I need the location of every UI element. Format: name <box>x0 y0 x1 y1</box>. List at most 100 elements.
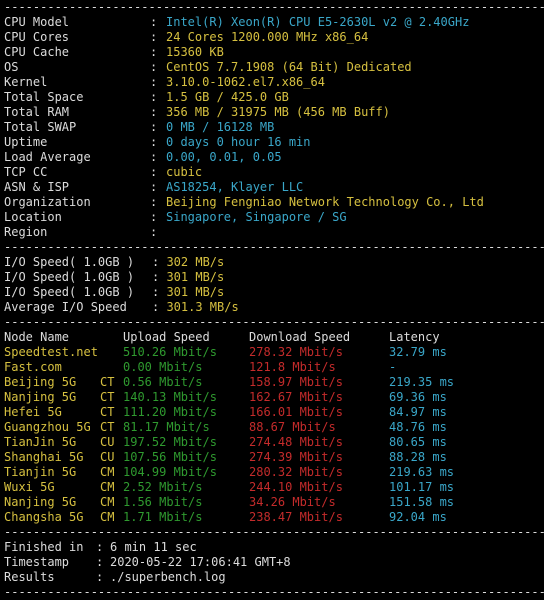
download-speed: 238.47 Mbit/s <box>249 510 343 524</box>
colon-separator: : <box>152 270 167 284</box>
system-info-row: Region: <box>4 225 544 240</box>
system-info-label: CPU Cache <box>4 45 70 59</box>
system-info-row: TCP CC: cubic <box>4 165 544 180</box>
system-info-row: CPU Model: Intel(R) Xeon(R) CPU E5-2630L … <box>4 15 544 30</box>
header-node-name: Node Name <box>4 330 70 344</box>
system-info-row: Organization: Beijing Fengniao Network Te… <box>4 195 544 210</box>
latency-value: 80.65 ms <box>389 435 447 449</box>
system-info-label: CPU Cores <box>4 30 70 44</box>
system-info-row: OS: CentOS 7.7.1908 (64 Bit) Dedicated <box>4 60 544 75</box>
colon-separator: : <box>150 180 158 194</box>
colon-separator: : <box>150 30 158 44</box>
io-speed-value: 302 MB/s <box>166 255 225 269</box>
latency-value: 69.36 ms <box>389 390 447 404</box>
system-info-row: Total RAM:356 MB / 31975 MB (456 MB Buff… <box>4 105 544 120</box>
upload-speed: 0.00 Mbit/s <box>123 360 203 374</box>
system-info-value: 24 Cores 1200.000 MHz x86_64 <box>166 30 369 44</box>
io-speed-value: 301.3 MB/s <box>166 300 239 314</box>
system-info-label: Kernel <box>4 75 48 89</box>
latency-value: 88.28 ms <box>389 450 447 464</box>
upload-speed: 0.56 Mbit/s <box>123 375 203 389</box>
io-speed-value: 301 MB/s <box>166 285 225 299</box>
io-speed-row: Average I/O Speed: 301.3 MB/s <box>4 300 544 315</box>
node-isp: CM <box>100 510 115 524</box>
latency-value: 48.76 ms <box>389 420 447 434</box>
system-info-label: CPU Model <box>4 15 70 29</box>
node-isp: CT <box>100 420 115 434</box>
table-row: Guangzhou 5G CT 81.17 Mbit/s 88.67 Mbit/s 48… <box>4 420 544 435</box>
node-name: Hefei 5G <box>4 405 62 419</box>
table-row: Nanjing 5G CM 1.56 Mbit/s 34.26 Mbit/s 151.5… <box>4 495 544 510</box>
node-name: Guangzhou 5G <box>4 420 91 434</box>
system-info-row: Location: Singapore, Singapore / SG <box>4 210 544 225</box>
table-row: Speedtest.net 510.26 Mbit/s 278.32 Mbit/s 3… <box>4 345 544 360</box>
node-name: Wuxi 5G <box>4 480 55 494</box>
separator-line: ----------------------------------------… <box>4 0 544 14</box>
system-info-label: Location <box>4 210 62 224</box>
io-speed-label: I/O Speed( 1.0GB ) <box>4 270 135 284</box>
node-isp: CU <box>100 450 115 464</box>
download-speed: 34.26 Mbit/s <box>249 495 336 509</box>
colon-separator: : <box>150 210 158 224</box>
system-info-value: CentOS 7.7.1908 (64 Bit) Dedicated <box>166 60 412 74</box>
io-speed-label: I/O Speed( 1.0GB ) <box>4 285 135 299</box>
system-info-row: Load Average:0.00, 0.01, 0.05 <box>4 150 544 165</box>
colon-separator: : <box>150 120 158 134</box>
colon-separator: : <box>150 75 158 89</box>
colon-separator: : <box>152 300 167 314</box>
download-speed: 274.39 Mbit/s <box>249 450 343 464</box>
io-speed-value: 301 MB/s <box>166 270 225 284</box>
system-info-row: Uptime:0 days 0 hour 16 min <box>4 135 544 150</box>
node-isp: CM <box>100 465 115 479</box>
colon-separator: : <box>150 105 158 119</box>
summary-value: 6 min 11 sec <box>110 540 197 554</box>
upload-speed: 197.52 Mbit/s <box>123 435 217 449</box>
node-isp: CT <box>100 405 115 419</box>
download-speed: 274.48 Mbit/s <box>249 435 343 449</box>
colon-separator: : <box>96 555 104 569</box>
speed-table: Speedtest.net 510.26 Mbit/s 278.32 Mbit/s 3… <box>4 345 544 525</box>
system-info-label: TCP CC <box>4 165 48 179</box>
node-name: Nanjing 5G <box>4 390 77 404</box>
system-info-label: Load Average <box>4 150 91 164</box>
node-isp: CT <box>100 390 115 404</box>
system-info-value: AS18254, Klayer LLC <box>166 180 304 194</box>
download-speed: 278.32 Mbit/s <box>249 345 343 359</box>
system-info-label: Total RAM <box>4 105 70 119</box>
colon-separator: : <box>150 45 158 59</box>
node-name: TianJin 5G <box>4 435 77 449</box>
header-upload: Upload Speed <box>123 330 210 344</box>
io-speed-label: I/O Speed( 1.0GB ) <box>4 255 135 269</box>
io-speed-row: I/O Speed( 1.0GB ): 301 MB/s <box>4 270 544 285</box>
upload-speed: 1.71 Mbit/s <box>123 510 203 524</box>
system-info-value: 0 days 0 hour 16 min <box>166 135 311 149</box>
system-info-value: Singapore, Singapore / SG <box>166 210 347 224</box>
download-speed: 121.8 Mbit/s <box>249 360 336 374</box>
upload-speed: 2.52 Mbit/s <box>123 480 203 494</box>
upload-speed: 140.13 Mbit/s <box>123 390 217 404</box>
table-row: Wuxi 5G CM 2.52 Mbit/s 244.10 Mbit/s 101.17 … <box>4 480 544 495</box>
download-speed: 244.10 Mbit/s <box>249 480 343 494</box>
download-speed: 88.67 Mbit/s <box>249 420 336 434</box>
summary-section: Finished in:6 min 11 sec Timestamp:2020-0… <box>4 540 544 585</box>
system-info-value: Beijing Fengniao Network Technology Co.,… <box>166 195 484 209</box>
system-info-value: cubic <box>166 165 203 179</box>
colon-separator: : <box>150 195 158 209</box>
colon-separator: : <box>150 150 158 164</box>
system-info-row: ASN & ISP: AS18254, Klayer LLC <box>4 180 544 195</box>
table-row: TianJin 5G CU 197.52 Mbit/s 274.48 Mbit/s 80… <box>4 435 544 450</box>
system-info-value: 1.5 GB / 425.0 GB <box>166 90 289 104</box>
system-info-value: 356 MB / 31975 MB (456 MB Buff) <box>166 105 390 119</box>
table-row: Changsha 5G CM 1.71 Mbit/s 238.47 Mbit/s 92.… <box>4 510 544 525</box>
io-speed-row: I/O Speed( 1.0GB ): 301 MB/s <box>4 285 544 300</box>
latency-value: - <box>389 360 397 374</box>
latency-value: 151.58 ms <box>389 495 455 509</box>
io-speed-section: I/O Speed( 1.0GB ): 302 MB/s I/O Speed( 1… <box>4 255 544 315</box>
node-name: Tianjin 5G <box>4 465 77 479</box>
summary-row: Timestamp:2020-05-22 17:06:41 GMT+8 <box>4 555 544 570</box>
separator-line: ----------------------------------------… <box>4 240 544 254</box>
download-speed: 162.67 Mbit/s <box>249 390 343 404</box>
node-isp: CT <box>100 375 115 389</box>
node-isp: CM <box>100 480 115 494</box>
